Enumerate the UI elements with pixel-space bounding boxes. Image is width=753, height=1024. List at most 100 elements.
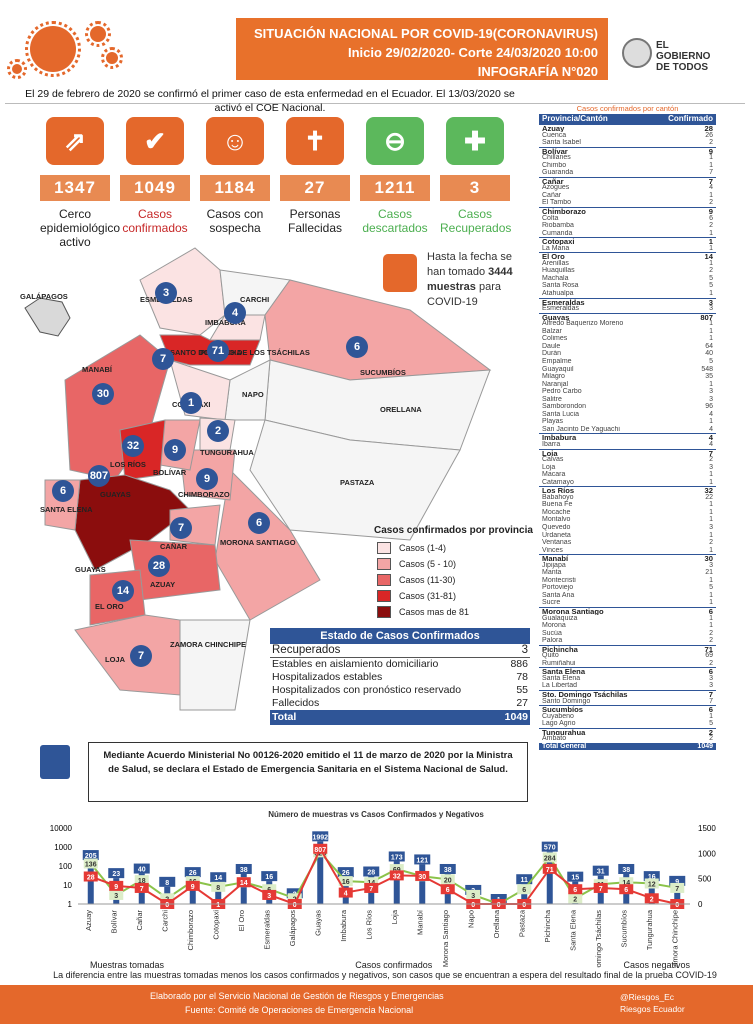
row-value: 3 <box>709 305 713 313</box>
row-value: 7 <box>708 690 713 698</box>
legend-label: Casos (1-4) <box>399 543 447 553</box>
row-name: Playas <box>542 418 564 426</box>
row-name: Imbabura <box>542 433 577 441</box>
row-name: Cuenca <box>542 131 567 139</box>
canton-row: Loja 3 <box>539 464 716 472</box>
negatives-point <box>517 884 532 895</box>
row-name: Catamayo <box>542 478 574 486</box>
x-tick-label: Pastaza <box>517 909 526 937</box>
samples-data-label: 9 <box>675 879 679 886</box>
samples-text-b: muestras <box>427 281 476 293</box>
row-value: 3 <box>708 297 713 306</box>
confirmed-data-label: 0 <box>293 902 297 909</box>
row-name: Cotopaxi <box>542 237 575 245</box>
legend-swatch <box>377 574 391 586</box>
negatives-data-label: 20 <box>444 877 452 884</box>
confirmed-data-label: 14 <box>240 880 248 887</box>
canton-row: Calvas 2 <box>539 456 716 464</box>
row-value: 1 <box>709 335 713 343</box>
row-name: Salitre <box>542 395 562 403</box>
samples-label-bg <box>643 871 660 882</box>
samples-data-label: 26 <box>342 870 350 877</box>
row-name: Rumiñahui <box>542 659 576 667</box>
gov-line1: EL <box>656 40 669 51</box>
province-label: MORONA SANTIAGO <box>220 538 296 547</box>
x-tick-label: Chimborazo <box>186 910 195 950</box>
province-label: ORELLANA <box>380 405 422 414</box>
indicator-0: ⇗ 1347 Cerco epidemiológico activo <box>40 117 120 249</box>
row-name: Quito <box>542 652 559 660</box>
report-title: SITUACIÓN NACIONAL POR COVID-19(CORONAVI… <box>253 26 598 41</box>
province-row: Cañar 7 <box>539 176 716 184</box>
facebook-link[interactable]: Riesgos Ecuador <box>620 1004 685 1014</box>
samples-data-label: 14 <box>214 875 222 882</box>
row-value: 1 <box>709 380 713 388</box>
row-name: Los Ríos <box>542 486 575 494</box>
negatives-point <box>466 889 481 900</box>
virus-icon <box>7 59 27 79</box>
negatives-data-label: 8 <box>216 885 220 892</box>
row-name: Mocache <box>542 508 571 516</box>
row-value: 40 <box>705 350 713 358</box>
canton-row: Santa Lucia 4 <box>539 411 716 419</box>
indicator-label: Casos confirmados <box>122 207 188 235</box>
samples-data-label: 8 <box>165 880 169 887</box>
legend-label: Casos (5 - 10) <box>399 559 457 569</box>
samples-data-label: 205 <box>85 853 97 860</box>
row-name: Esmeraldas <box>542 305 579 313</box>
negatives-data-label: 3 <box>471 893 475 900</box>
footer: Elaborado por el Servicio Nacional de Ge… <box>0 985 753 1024</box>
samples-label-bg <box>312 831 329 842</box>
status-value: 78 <box>516 671 528 683</box>
row-name: Vinces <box>542 546 563 554</box>
negatives-point <box>364 877 379 888</box>
province-label: ZAMORA CHINCHIPE <box>170 640 246 649</box>
case-count-badge: 6 <box>52 480 74 502</box>
province-row: El Oro 14 <box>539 252 716 260</box>
canton-col-province: Provincia/Cantón <box>542 114 608 123</box>
indicator-value: 27 <box>280 175 350 201</box>
samples-data-label: 11 <box>521 877 529 884</box>
confirmed-data-label: 7 <box>140 886 144 893</box>
row-value: 1 <box>709 259 713 267</box>
row-name: Arenillas <box>542 259 569 267</box>
coat-of-arms-icon <box>622 38 652 68</box>
x-tick-label: Sto. Domingo Tsáchilas <box>594 910 603 968</box>
samples-label-bg <box>261 871 278 882</box>
confirmed-point <box>185 880 200 891</box>
case-count-badge: 7 <box>130 645 152 667</box>
confirmed-point <box>644 893 659 904</box>
canton-row: Catamayo 1 <box>539 479 716 487</box>
row-name: Palora <box>542 637 563 645</box>
x-tick-label: Guayas <box>313 910 322 936</box>
row-name: Sucumbíos <box>542 705 583 713</box>
samples-label-bg <box>618 863 635 874</box>
province-label: GUAYAS <box>100 490 131 499</box>
province-row: Bolívar 9 <box>539 146 716 154</box>
province-row: Azuay 28 <box>539 124 716 132</box>
samples-label-bg <box>567 871 584 882</box>
negatives-data-label: 14 <box>622 880 630 887</box>
negatives-data-label: 136 <box>85 861 97 868</box>
row-value: 1 <box>709 501 713 509</box>
canton-row: El Tambo 2 <box>539 199 716 207</box>
row-value: 4 <box>709 425 713 433</box>
negatives-data-label: 7 <box>675 886 679 893</box>
twitter-link[interactable]: @Riesgos_Ec <box>620 992 674 1002</box>
map-svg <box>24 247 492 711</box>
confirmed-point <box>440 884 455 895</box>
x-tick-label: Sucumbíos <box>619 910 628 948</box>
row-value: 2 <box>709 629 713 637</box>
x-tick-label: Bolívar <box>109 909 118 933</box>
status-row: Hospitalizados estables 78 <box>270 671 530 684</box>
virus-icon <box>25 21 81 77</box>
canton-row: Balzar 1 <box>539 328 716 336</box>
confirmed-data-label: 71 <box>546 867 554 874</box>
row-value: 6 <box>708 705 713 713</box>
row-value: 548 <box>701 365 713 373</box>
canton-row: La Libertad 3 <box>539 682 716 690</box>
row-value: 1 <box>709 161 713 169</box>
canton-row: Ventanas 2 <box>539 539 716 547</box>
canton-row: Playas 1 <box>539 418 716 426</box>
confirmed-point <box>619 884 634 895</box>
